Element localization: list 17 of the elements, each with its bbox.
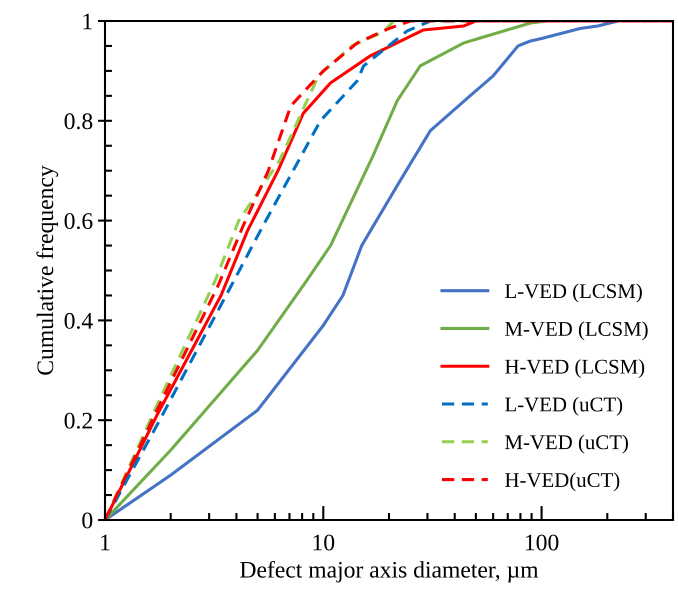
legend-label: L-VED (uCT) [505, 396, 622, 416]
y-tick-label: 0.8 [64, 113, 92, 130]
y-tick-label: 0.4 [64, 312, 93, 329]
legend-label: H-VED(uCT) [505, 472, 620, 492]
y-tick-label: 1 [83, 14, 92, 30]
legend-label: M-VED (uCT) [505, 434, 628, 454]
y-axis-title: Cumulative frequency [36, 165, 58, 375]
legend-label: L-VED (LCSM) [505, 284, 642, 302]
legend-label: M-VED (LCSM) [505, 321, 648, 340]
y-tick-label: 0.2 [64, 412, 92, 429]
y-tick-label: 0 [82, 512, 92, 528]
x-axis-title: Defect major axis diameter, µm [240, 560, 538, 583]
x-tick-label: 100 [526, 534, 558, 551]
y-tick-label: 0.6 [64, 213, 92, 230]
legend-label: H-VED (LCSM) [505, 359, 644, 378]
x-tick-label: 10 [314, 534, 334, 551]
x-tick-label: 1 [101, 534, 110, 550]
